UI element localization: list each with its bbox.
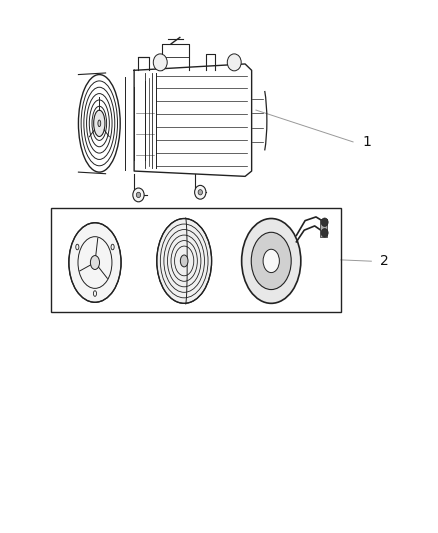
Circle shape xyxy=(321,229,328,237)
Ellipse shape xyxy=(69,223,121,302)
Ellipse shape xyxy=(263,249,279,272)
Circle shape xyxy=(194,185,206,199)
Ellipse shape xyxy=(242,219,301,303)
Ellipse shape xyxy=(94,110,105,136)
Circle shape xyxy=(321,218,328,227)
Bar xyxy=(51,208,341,312)
Ellipse shape xyxy=(251,232,291,289)
Ellipse shape xyxy=(157,219,212,303)
Circle shape xyxy=(133,188,144,202)
Bar xyxy=(320,219,327,237)
Circle shape xyxy=(136,192,141,198)
Ellipse shape xyxy=(180,255,188,267)
Circle shape xyxy=(153,54,167,71)
Circle shape xyxy=(198,190,202,195)
Ellipse shape xyxy=(90,255,99,270)
Ellipse shape xyxy=(98,120,101,127)
Text: 2: 2 xyxy=(380,254,389,268)
Circle shape xyxy=(227,54,241,71)
Text: 1: 1 xyxy=(363,135,371,149)
